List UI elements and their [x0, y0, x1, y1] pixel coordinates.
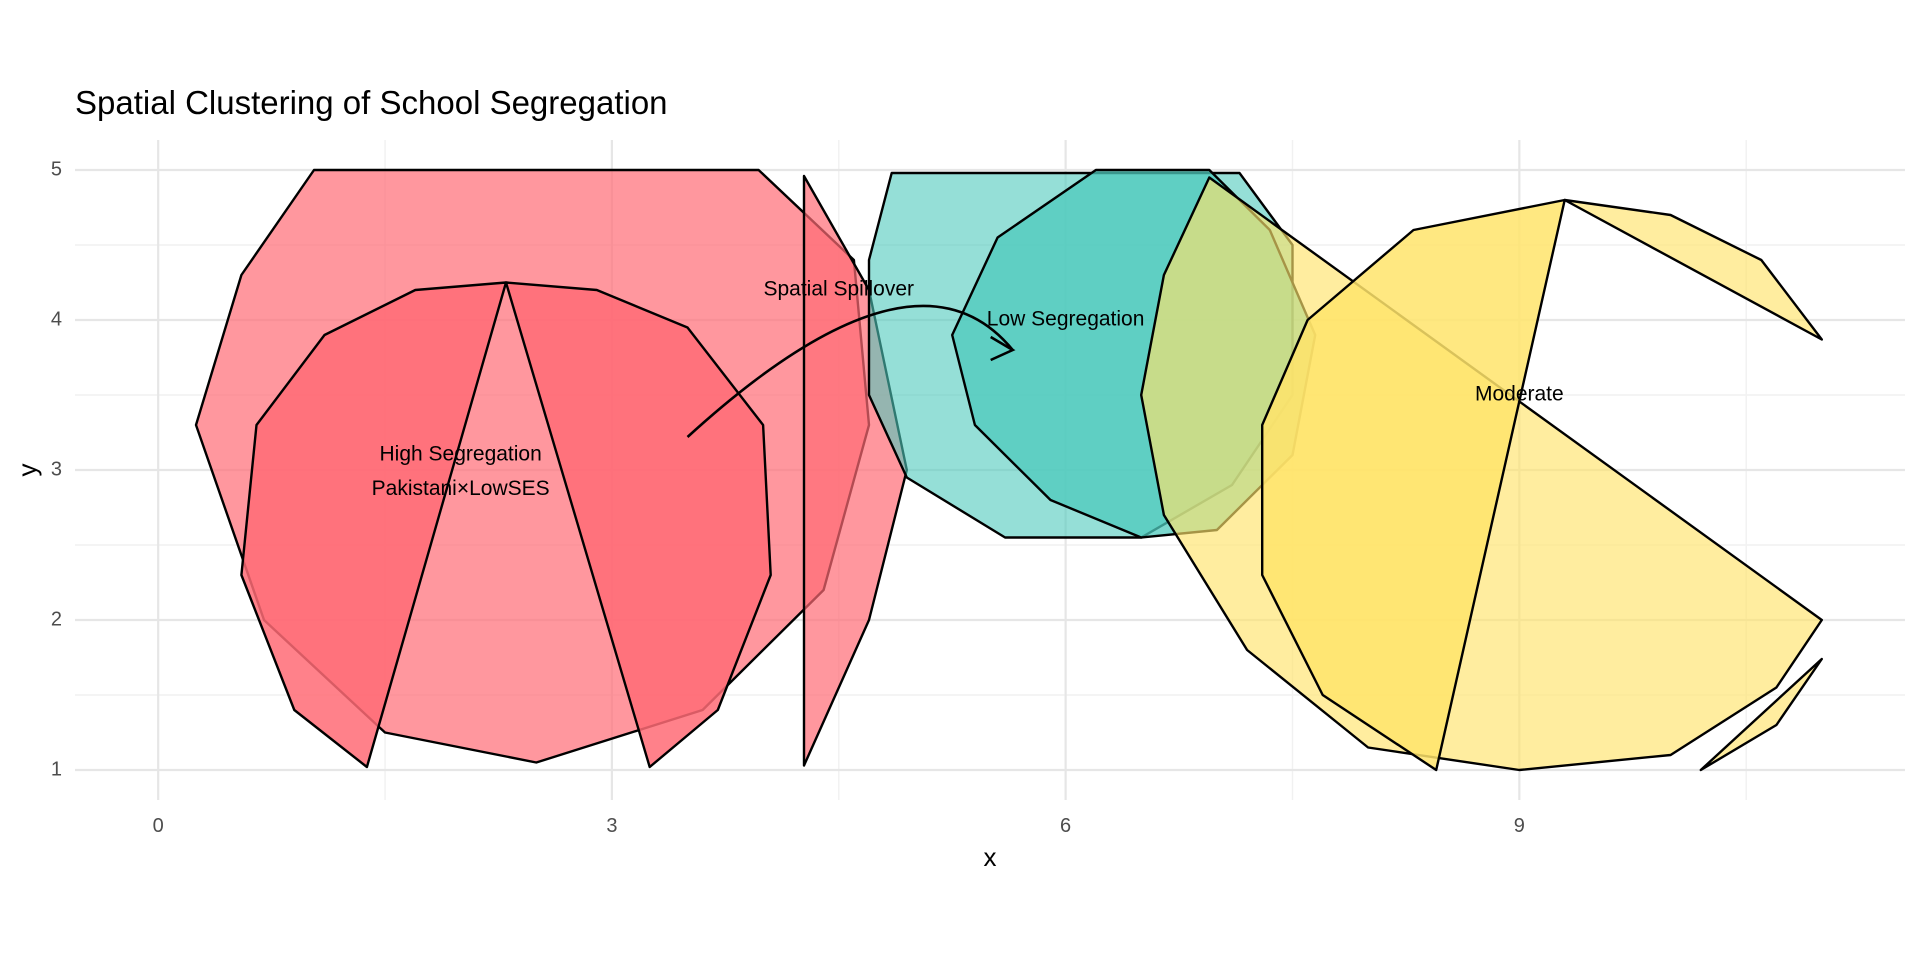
y-axis-title: y	[12, 464, 42, 477]
y-tick-label: 4	[51, 308, 62, 330]
annotations-layer: High Segregation Pakistani×LowSES Spatial …	[372, 278, 1564, 501]
x-axis-title: x	[984, 842, 997, 872]
high-segregation-pie	[240, 281, 508, 769]
y-tick-label: 3	[51, 458, 62, 480]
high-segregation-pie-right	[504, 281, 772, 769]
x-tick-label: 6	[1060, 815, 1071, 837]
x-tick-labels: 0 3 6 9	[153, 815, 1525, 837]
annotation-label: High Segregation	[380, 443, 542, 466]
x-tick-label: 9	[1514, 815, 1525, 837]
arrow-head-icon	[990, 335, 1016, 362]
moderate-bottom-sliver	[1699, 657, 1824, 772]
annotation-label: Pakistani×LowSES	[372, 477, 550, 500]
high-segregation-crescent	[802, 174, 908, 767]
y-tick-label: 2	[51, 608, 62, 630]
annotation-label: Spatial Spillover	[763, 278, 914, 301]
annotation-label: Low Segregation	[987, 308, 1145, 331]
spillover-arrow	[686, 304, 1014, 438]
x-tick-label: 3	[606, 815, 617, 837]
x-tick-label: 0	[153, 815, 164, 837]
y-tick-label: 1	[51, 758, 62, 780]
y-tick-labels: 1 2 3 4 5	[51, 158, 62, 780]
arrow-layer	[686, 304, 1016, 438]
shapes-layer	[194, 168, 1824, 772]
y-tick-label: 5	[51, 158, 62, 180]
moderate-top-sliver	[1563, 198, 1824, 341]
chart-title: Spatial Clustering of School Segregation	[75, 84, 668, 121]
annotation-label: Moderate	[1475, 383, 1564, 406]
moderate-right-wedge	[1260, 198, 1566, 772]
